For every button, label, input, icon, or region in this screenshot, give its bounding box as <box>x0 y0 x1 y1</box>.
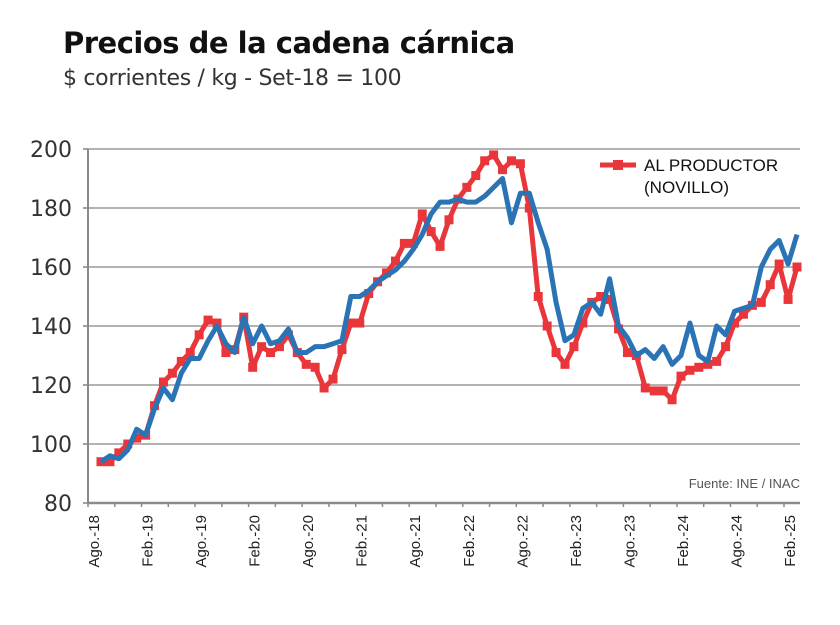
x-tick-label: Ago.-24 <box>728 515 745 568</box>
data-point <box>221 348 231 358</box>
y-tick-label: 120 <box>30 374 72 399</box>
data-point <box>649 386 659 396</box>
legend-label-line1: AL PRODUCTOR <box>644 156 778 175</box>
data-point <box>114 448 124 458</box>
source-note: Fuente: INE / INAC <box>689 476 800 491</box>
data-point <box>685 365 695 375</box>
y-tick-label: 200 <box>30 138 72 163</box>
data-point <box>248 362 258 372</box>
data-point <box>551 348 561 358</box>
data-point <box>185 348 195 358</box>
data-point <box>399 238 409 248</box>
data-point <box>658 386 668 396</box>
x-tick-label: Feb.-19 <box>140 515 157 567</box>
data-point <box>569 342 579 352</box>
data-point <box>176 356 186 366</box>
data-point <box>694 362 704 372</box>
data-point <box>721 342 731 352</box>
data-point <box>676 371 686 381</box>
series-blue <box>99 176 800 464</box>
data-point <box>274 342 284 352</box>
data-point <box>498 165 508 175</box>
series-productor <box>96 150 802 467</box>
data-point <box>266 348 276 358</box>
gridlines <box>88 148 800 445</box>
y-tick-label: 80 <box>44 492 72 517</box>
data-point <box>337 345 347 355</box>
y-tick-label: 140 <box>30 315 72 340</box>
data-point <box>560 359 570 369</box>
data-point <box>533 292 543 301</box>
y-axis: 200 180 160 140 120 100 80 <box>30 138 89 517</box>
data-point <box>212 318 222 328</box>
data-point <box>622 348 632 358</box>
x-tick-label: Ago.-21 <box>407 515 424 568</box>
data-point <box>480 156 490 166</box>
data-point <box>596 292 606 301</box>
data-point <box>578 318 588 328</box>
data-point <box>319 383 329 393</box>
chart-subtitle: $ corrientes / kg - Set-18 = 100 <box>63 66 402 91</box>
data-point <box>738 309 748 319</box>
series-layer <box>96 150 802 467</box>
data-point <box>328 374 338 384</box>
data-point <box>167 368 177 378</box>
legend-marker-productor <box>613 160 623 170</box>
data-point <box>426 227 436 237</box>
data-point <box>355 318 365 328</box>
x-tick-label: Ago.-18 <box>86 515 103 568</box>
x-tick-label: Feb.-25 <box>782 515 799 567</box>
data-point <box>310 362 320 372</box>
x-tick-label: Ago.-20 <box>300 515 317 568</box>
data-point <box>489 150 499 160</box>
data-point <box>792 262 802 272</box>
x-tick-label: Feb.-21 <box>354 515 371 567</box>
data-point <box>506 156 516 166</box>
data-point <box>203 315 213 325</box>
x-tick-label: Ago.-22 <box>514 515 531 568</box>
x-axis: Ago.-18 Feb.-19 Ago.-19 Feb.-20 Ago.-20 Feb.-… <box>86 501 800 568</box>
y-tick-label: 100 <box>30 433 72 458</box>
data-point <box>301 359 311 369</box>
data-point <box>158 377 168 387</box>
x-tick-label: Feb.-24 <box>675 515 692 567</box>
data-point <box>390 256 400 266</box>
data-point <box>346 318 356 328</box>
data-point <box>444 215 454 225</box>
data-point <box>730 318 740 328</box>
data-point <box>515 159 525 169</box>
x-tick-label: Feb.-22 <box>461 515 478 567</box>
y-tick-label: 180 <box>30 197 72 222</box>
legend-label-line2: (NOVILLO) <box>644 178 729 197</box>
x-tick-label: Ago.-19 <box>193 515 210 568</box>
data-point <box>756 297 766 307</box>
data-point <box>105 457 115 467</box>
data-point <box>524 203 534 213</box>
data-point <box>471 171 481 181</box>
line-blue <box>99 176 800 464</box>
x-tick-label: Feb.-23 <box>568 515 585 567</box>
y-tick-label: 160 <box>30 256 72 281</box>
x-tick-label: Feb.-20 <box>247 515 264 567</box>
x-tick-label: Ago.-23 <box>621 515 638 568</box>
data-point <box>640 383 650 393</box>
data-point <box>542 321 552 331</box>
data-point <box>417 209 427 219</box>
data-point <box>257 342 267 352</box>
data-point <box>132 433 142 443</box>
data-point <box>194 330 204 340</box>
data-point <box>783 294 793 304</box>
chart-title: Precios de la cadena cárnica <box>63 26 515 60</box>
data-point <box>667 395 677 405</box>
data-point <box>408 238 418 248</box>
legend: AL PRODUCTOR (NOVILLO) <box>600 156 778 197</box>
data-point <box>703 359 713 369</box>
data-point <box>435 241 445 251</box>
data-point <box>605 294 615 304</box>
data-point <box>462 182 472 192</box>
data-point <box>712 356 722 366</box>
data-point <box>765 280 775 290</box>
data-point <box>774 259 784 269</box>
